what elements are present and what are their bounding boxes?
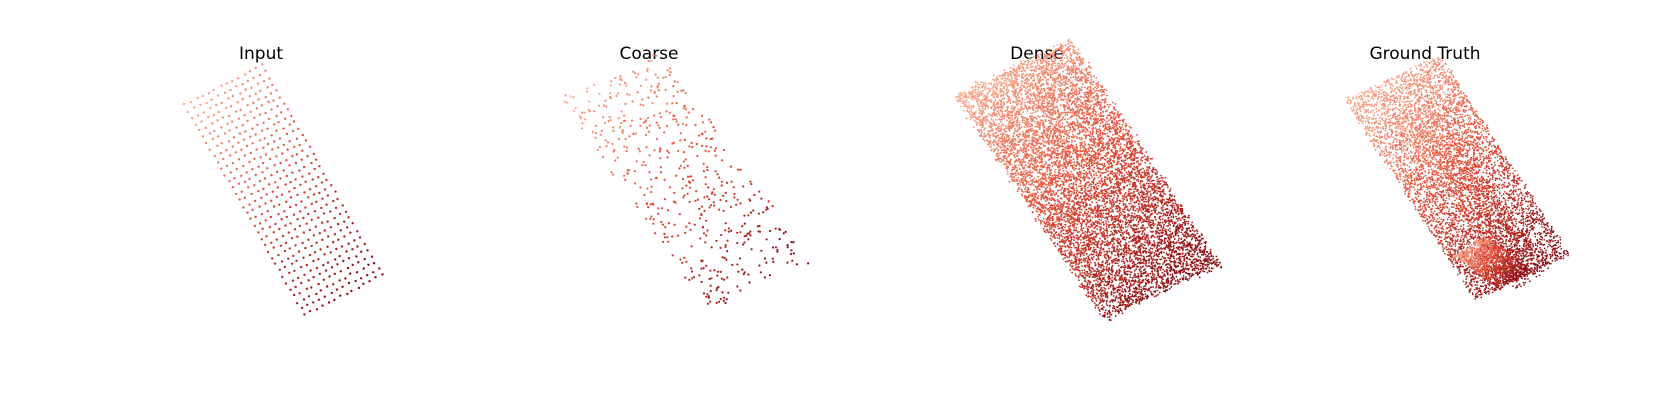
point-cloud-ground-truth <box>1346 56 1570 300</box>
point-cloud-input <box>182 63 384 316</box>
point-cloud-coarse <box>563 54 810 305</box>
panel-title-input: Input <box>238 44 284 64</box>
point-cloud-dense <box>955 38 1223 322</box>
panel-title-ground-truth: Ground Truth <box>1369 44 1481 64</box>
panel-title-coarse: Coarse <box>619 44 679 64</box>
